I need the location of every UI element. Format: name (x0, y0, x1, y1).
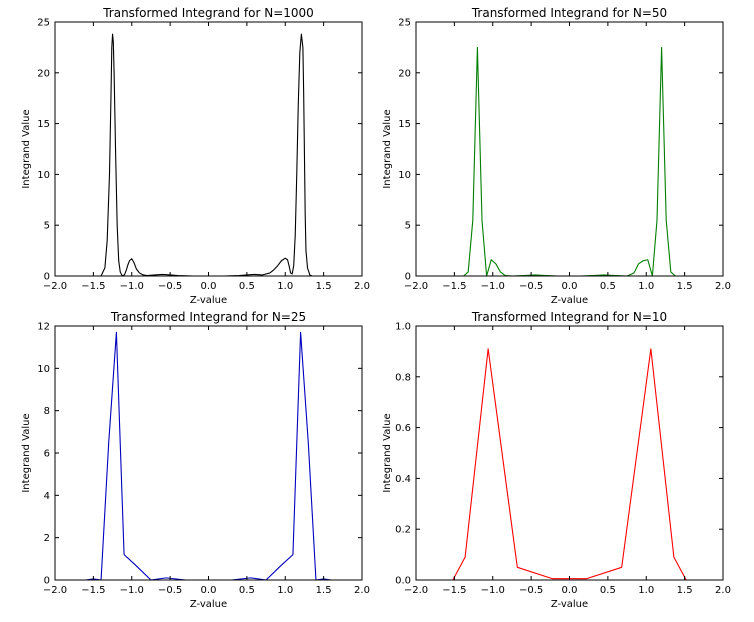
axes-frame (54, 21, 363, 277)
y-tick-label: 15 (398, 119, 411, 130)
y-tick-label: 0.4 (395, 474, 411, 485)
y-axis-label: Integrand Value (21, 413, 32, 492)
subplot-3: −2.0 −1.5 −1.0 −0.5 0.0 0.5 1.0 1.5 2.0 0 2 4 6 8 10 12… (21, 310, 370, 610)
x-tick-label: −1.5 (81, 281, 105, 292)
chart-title: Transformed Integrand for N=1000 (102, 6, 314, 20)
x-tick-label: 2.0 (715, 281, 731, 292)
x-tick-label: 0.0 (201, 281, 217, 292)
x-tick-label: 1.0 (277, 281, 293, 292)
axes-frame (415, 21, 724, 277)
y-tick-label: 0.2 (395, 525, 411, 536)
series-line-1 (85, 331, 332, 581)
y-tick-label: 0.6 (395, 423, 411, 434)
x-tick-label: −0.5 (158, 281, 182, 292)
chart-title: Transformed Integrand for N=10 (471, 310, 667, 324)
y-tick-label: 5 (405, 221, 411, 232)
y-tick-label: 1.0 (395, 322, 411, 333)
x-tick-label: −2.0 (43, 281, 67, 292)
y-tick-label: 0 (44, 272, 50, 283)
x-tick-label: 0.5 (600, 585, 616, 596)
x-tick-label: −0.5 (158, 585, 182, 596)
x-tick-label: 0.5 (600, 281, 616, 292)
y-axis-label: Integrand Value (21, 109, 32, 188)
y-tick-label: 25 (398, 18, 411, 29)
x-tick-label: 1.0 (638, 585, 654, 596)
y-tick-label: 6 (44, 449, 50, 460)
chart-title: Transformed Integrand for N=50 (471, 6, 667, 20)
series-line-1 (463, 46, 676, 277)
y-tick-label: 15 (37, 119, 50, 130)
y-tick-label: 20 (37, 68, 50, 79)
y-tick-label: 0.8 (395, 372, 411, 383)
y-axis-label: Integrand Value (382, 413, 393, 492)
x-tick-label: 0.5 (239, 281, 255, 292)
x-tick-label: 1.0 (638, 281, 654, 292)
x-tick-label: 1.0 (277, 585, 293, 596)
y-tick-label: 10 (37, 170, 50, 181)
axes-frame (54, 325, 363, 581)
x-tick-label: −1.5 (442, 281, 466, 292)
x-tick-label: −1.0 (120, 281, 144, 292)
x-tick-label: −0.5 (519, 585, 543, 596)
x-tick-label: 2.0 (354, 585, 370, 596)
axes-frame (415, 325, 724, 581)
x-tick-label: −1.0 (481, 585, 505, 596)
y-tick-label: 5 (44, 221, 50, 232)
x-tick-label: 0.0 (562, 281, 578, 292)
x-tick-label: −1.0 (481, 281, 505, 292)
series-line-1 (89, 33, 328, 277)
x-tick-label: −1.5 (81, 585, 105, 596)
x-tick-label: −0.5 (519, 281, 543, 292)
x-tick-label: −2.0 (404, 585, 428, 596)
series-line-1 (452, 348, 687, 581)
x-tick-label: 1.5 (316, 281, 332, 292)
y-tick-label: 20 (398, 68, 411, 79)
subplot-2: −2.0 −1.5 −1.0 −0.5 0.0 0.5 1.0 1.5 2.0 0 5 10 15 20 2… (382, 6, 731, 306)
x-tick-label: 2.0 (354, 281, 370, 292)
x-axis-label: Z-value (190, 295, 227, 306)
x-axis-label: Z-value (190, 599, 227, 610)
y-tick-label: 2 (44, 533, 50, 544)
x-axis-label: Z-value (551, 295, 588, 306)
x-tick-label: 1.5 (316, 585, 332, 596)
y-tick-label: 8 (44, 406, 50, 417)
x-axis-label: Z-value (551, 599, 588, 610)
y-tick-label: 25 (37, 18, 50, 29)
x-tick-label: −1.0 (120, 585, 144, 596)
y-tick-label: 12 (37, 322, 50, 333)
x-tick-label: 2.0 (715, 585, 731, 596)
y-tick-label: 10 (37, 364, 50, 375)
x-tick-label: −1.5 (442, 585, 466, 596)
x-tick-label: 1.5 (677, 281, 693, 292)
y-tick-label: 0.0 (395, 576, 411, 587)
subplot-4: −2.0 −1.5 −1.0 −0.5 0.0 0.5 1.0 1.5 2.0 0.0 0.2 0.4… (382, 310, 731, 610)
x-tick-label: 0.0 (201, 585, 217, 596)
y-tick-label: 0 (405, 272, 411, 283)
x-tick-label: −2.0 (43, 585, 67, 596)
x-tick-label: 0.0 (562, 585, 578, 596)
x-tick-label: 0.5 (239, 585, 255, 596)
x-tick-label: 1.5 (677, 585, 693, 596)
y-tick-label: 10 (398, 170, 411, 181)
y-tick-label: 4 (44, 491, 50, 502)
x-tick-label: −2.0 (404, 281, 428, 292)
y-tick-label: 0 (44, 576, 50, 587)
y-axis-label: Integrand Value (382, 109, 393, 188)
subplot-1: −2.0 −1.5 −1.0 −0.5 0.0 0.5 1.0 1.5 2.0 0 5 10 15 20 2… (21, 6, 370, 306)
chart-title: Transformed Integrand for N=25 (110, 310, 306, 324)
